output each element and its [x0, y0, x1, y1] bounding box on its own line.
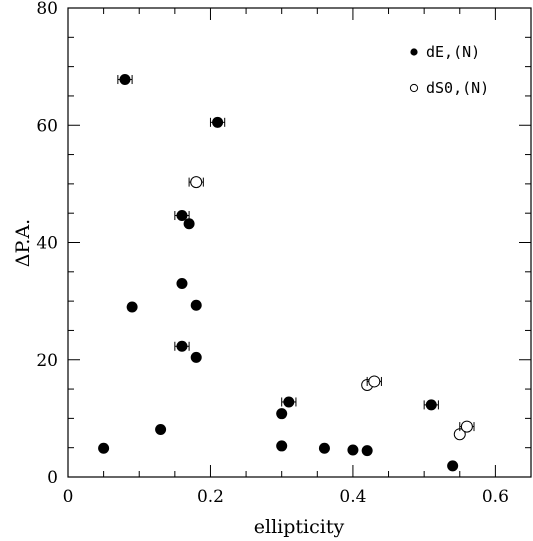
point-dE [212, 116, 224, 128]
legend: dE,(N) dS0,(N) [409, 43, 489, 97]
y-tick-label: 60 [36, 116, 58, 136]
point-dE [176, 340, 188, 352]
y-tick-label: 20 [36, 351, 58, 371]
y-tick-label: 0 [47, 468, 58, 488]
point-dE [126, 301, 138, 313]
legend-marker-dS0 [409, 83, 419, 93]
point-dE [347, 444, 359, 456]
legend-label-dE: dE,(N) [426, 43, 480, 61]
x-axis-title: ellipticity [254, 516, 345, 538]
legend-label-dS0: dS0,(N) [426, 79, 489, 97]
point-dE [276, 440, 288, 452]
point-dS0 [460, 420, 473, 433]
ticks-group [67, 7, 532, 478]
point-dE [425, 399, 437, 411]
x-tick-label: 0.4 [339, 487, 366, 507]
point-dS0 [368, 375, 381, 388]
tick-labels-group: 0 0.2 0.4 0.6 0 20 40 60 80 [36, 0, 509, 507]
point-dE [176, 278, 188, 290]
x-tick-label: 0.2 [197, 487, 224, 507]
point-dE [361, 445, 373, 457]
point-dE [183, 218, 195, 230]
point-dE [190, 351, 202, 363]
point-dE [318, 442, 330, 454]
point-dE [119, 74, 131, 86]
point-dE [276, 408, 288, 420]
point-dS0 [190, 176, 203, 189]
point-dE [98, 442, 110, 454]
point-dE [190, 299, 202, 311]
x-tick-label: 0 [63, 487, 74, 507]
y-tick-label: 80 [36, 0, 58, 19]
y-axis-title: ΔP.A. [12, 219, 34, 267]
points-group [98, 74, 475, 472]
point-dE [155, 424, 167, 436]
legend-marker-dE [410, 48, 418, 56]
point-dE [176, 210, 188, 222]
point-dE [283, 396, 295, 408]
x-tick-label: 0.6 [482, 487, 509, 507]
y-tick-label: 40 [36, 234, 58, 254]
point-dE [447, 460, 459, 472]
